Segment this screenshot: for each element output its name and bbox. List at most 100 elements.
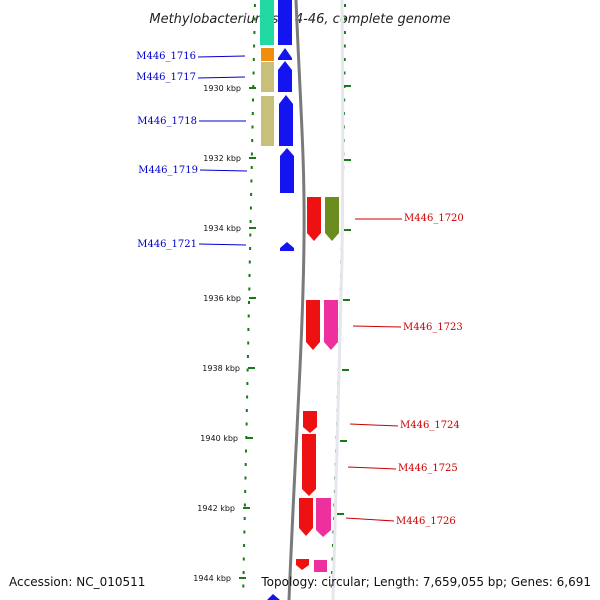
- gene-leader-line: [345, 517, 395, 522]
- gene-leader-line: [352, 325, 402, 328]
- gene-label-item[interactable]: M446_1718: [137, 116, 246, 127]
- gene-label-item[interactable]: M446_1724: [349, 420, 460, 431]
- gene-leader-line: [197, 55, 246, 58]
- tick-column-left: [242, 4, 256, 588]
- left-tick-dot: [243, 544, 246, 547]
- gene-arrow-1725[interactable]: [302, 434, 316, 496]
- left-tick-dot: [253, 4, 256, 7]
- gene-label[interactable]: M446_1720: [404, 213, 464, 224]
- scale-tick: 1932 kbp: [203, 154, 256, 163]
- gene-label[interactable]: M446_1716: [136, 51, 196, 62]
- left-tick-dot: [245, 409, 248, 412]
- scale-ticks: 1930 kbp 1932 kbp 1934 kbp 1936 kbp 1938…: [193, 84, 256, 583]
- left-tick-dot: [248, 301, 250, 304]
- left-tick-dot: [249, 233, 252, 237]
- left-tick-dot: [242, 584, 245, 588]
- gene-label-item[interactable]: M446_1720: [355, 213, 464, 224]
- gene-arrow-1717[interactable]: [278, 61, 292, 92]
- scale-tick-label: 1940 kbp: [200, 434, 238, 443]
- right-tick-dot: [343, 98, 346, 102]
- left-tick-dot: [248, 287, 251, 291]
- gene-leader-line: [347, 466, 397, 470]
- gene-label[interactable]: M446_1719: [138, 165, 198, 176]
- gene-label-item[interactable]: M446_1717: [136, 72, 246, 83]
- gene-label[interactable]: M446_1724: [400, 420, 460, 431]
- gene-block-blue-top[interactable]: [278, 0, 292, 45]
- gene-label[interactable]: M446_1723: [403, 322, 463, 333]
- gene-arrow-1718[interactable]: [279, 95, 293, 146]
- scale-tick: 1934 kbp: [203, 224, 256, 233]
- gene-arrow-bottom[interactable]: [267, 594, 280, 600]
- scale-tick: 1940 kbp: [200, 434, 253, 443]
- gene-block-orange[interactable]: [261, 48, 274, 61]
- scale-tick-label: 1942 kbp: [197, 504, 235, 513]
- gene-block-khaki-1717[interactable]: [261, 62, 274, 92]
- scale-tick: 1936 kbp: [203, 294, 256, 303]
- gene-label-item[interactable]: M446_1723: [352, 322, 463, 333]
- left-tick-dot: [244, 476, 247, 480]
- topology-text: Topology: circular; Length: 7,659,055 bp…: [260, 575, 591, 589]
- scale-tick: 1942 kbp: [197, 504, 250, 513]
- scale-tick-label: 1932 kbp: [203, 154, 241, 163]
- left-tick-dot: [250, 166, 253, 169]
- left-tick-dot: [245, 422, 248, 426]
- forward-gene-labels: M446_1716 M446_1717 M446_1718 M446_1719 …: [136, 51, 248, 250]
- left-tick-dot: [250, 152, 253, 156]
- left-tick-dot: [247, 314, 250, 318]
- gene-arrow-1720[interactable]: [325, 197, 339, 241]
- left-tick-dot: [246, 382, 249, 385]
- scale-tick: 1938 kbp: [202, 364, 255, 373]
- left-tick-dot: [253, 31, 256, 34]
- gene-arrow-1716[interactable]: [278, 48, 292, 60]
- left-tick-dot: [251, 139, 254, 142]
- right-tick-dot: [343, 71, 346, 75]
- gene-arrow-1720a[interactable]: [307, 197, 321, 241]
- forward-strand-genes: [260, 0, 294, 600]
- gene-leader-line: [198, 243, 247, 246]
- gene-label-item[interactable]: M446_1716: [136, 51, 246, 62]
- scale-tick-label: 1934 kbp: [203, 224, 241, 233]
- gene-arrow-1724[interactable]: [303, 411, 317, 433]
- scale-tick: 1944 kbp: [193, 574, 246, 583]
- left-tick-dot: [252, 98, 254, 102]
- accession-text: Accession: NC_010511: [9, 575, 145, 589]
- gene-arrow-1723[interactable]: [324, 300, 338, 350]
- gene-arrow-1726[interactable]: [316, 498, 331, 537]
- gene-label[interactable]: M446_1718: [137, 116, 197, 127]
- gene-arrow-bottom-red[interactable]: [296, 559, 309, 570]
- reverse-strand-genes: [296, 197, 339, 572]
- left-tick-dot: [243, 517, 246, 520]
- gene-block-teal[interactable]: [260, 0, 274, 45]
- left-tick-dot: [242, 557, 245, 561]
- gene-label[interactable]: M446_1717: [136, 72, 196, 83]
- left-tick-dot: [249, 206, 252, 210]
- gene-label[interactable]: M446_1725: [398, 463, 458, 474]
- left-tick-dot: [248, 260, 251, 264]
- gene-label[interactable]: M446_1721: [137, 239, 197, 250]
- left-tick-dot: [244, 463, 247, 466]
- gene-label-item[interactable]: M446_1725: [347, 463, 458, 474]
- gene-arrow-1721[interactable]: [280, 242, 294, 251]
- left-tick-dot: [252, 85, 255, 88]
- gene-label[interactable]: M446_1726: [396, 516, 456, 527]
- left-tick-dot: [246, 368, 249, 372]
- genome-backbone-light: [331, 0, 345, 600]
- left-tick-dot: [253, 44, 256, 48]
- gene-arrow-1726a[interactable]: [299, 498, 313, 536]
- gene-label-item[interactable]: M446_1726: [345, 516, 456, 527]
- left-tick-dot: [250, 193, 253, 196]
- left-tick-dot: [251, 112, 254, 115]
- left-tick-dot: [247, 328, 250, 331]
- gene-label-item[interactable]: M446_1719: [138, 165, 248, 176]
- gene-arrow-1723a[interactable]: [306, 300, 320, 350]
- scale-tick-label: 1930 kbp: [203, 84, 241, 93]
- right-tick-dot: [330, 584, 333, 588]
- right-tick-dot: [343, 31, 346, 34]
- left-tick-dot: [251, 125, 254, 129]
- gene-block-khaki-1718[interactable]: [261, 96, 274, 146]
- gene-block-bottom-pink[interactable]: [314, 560, 327, 572]
- gene-label-item[interactable]: M446_1721: [137, 239, 247, 250]
- genome-backbone: [287, 0, 306, 600]
- gene-arrow-1719[interactable]: [280, 148, 294, 193]
